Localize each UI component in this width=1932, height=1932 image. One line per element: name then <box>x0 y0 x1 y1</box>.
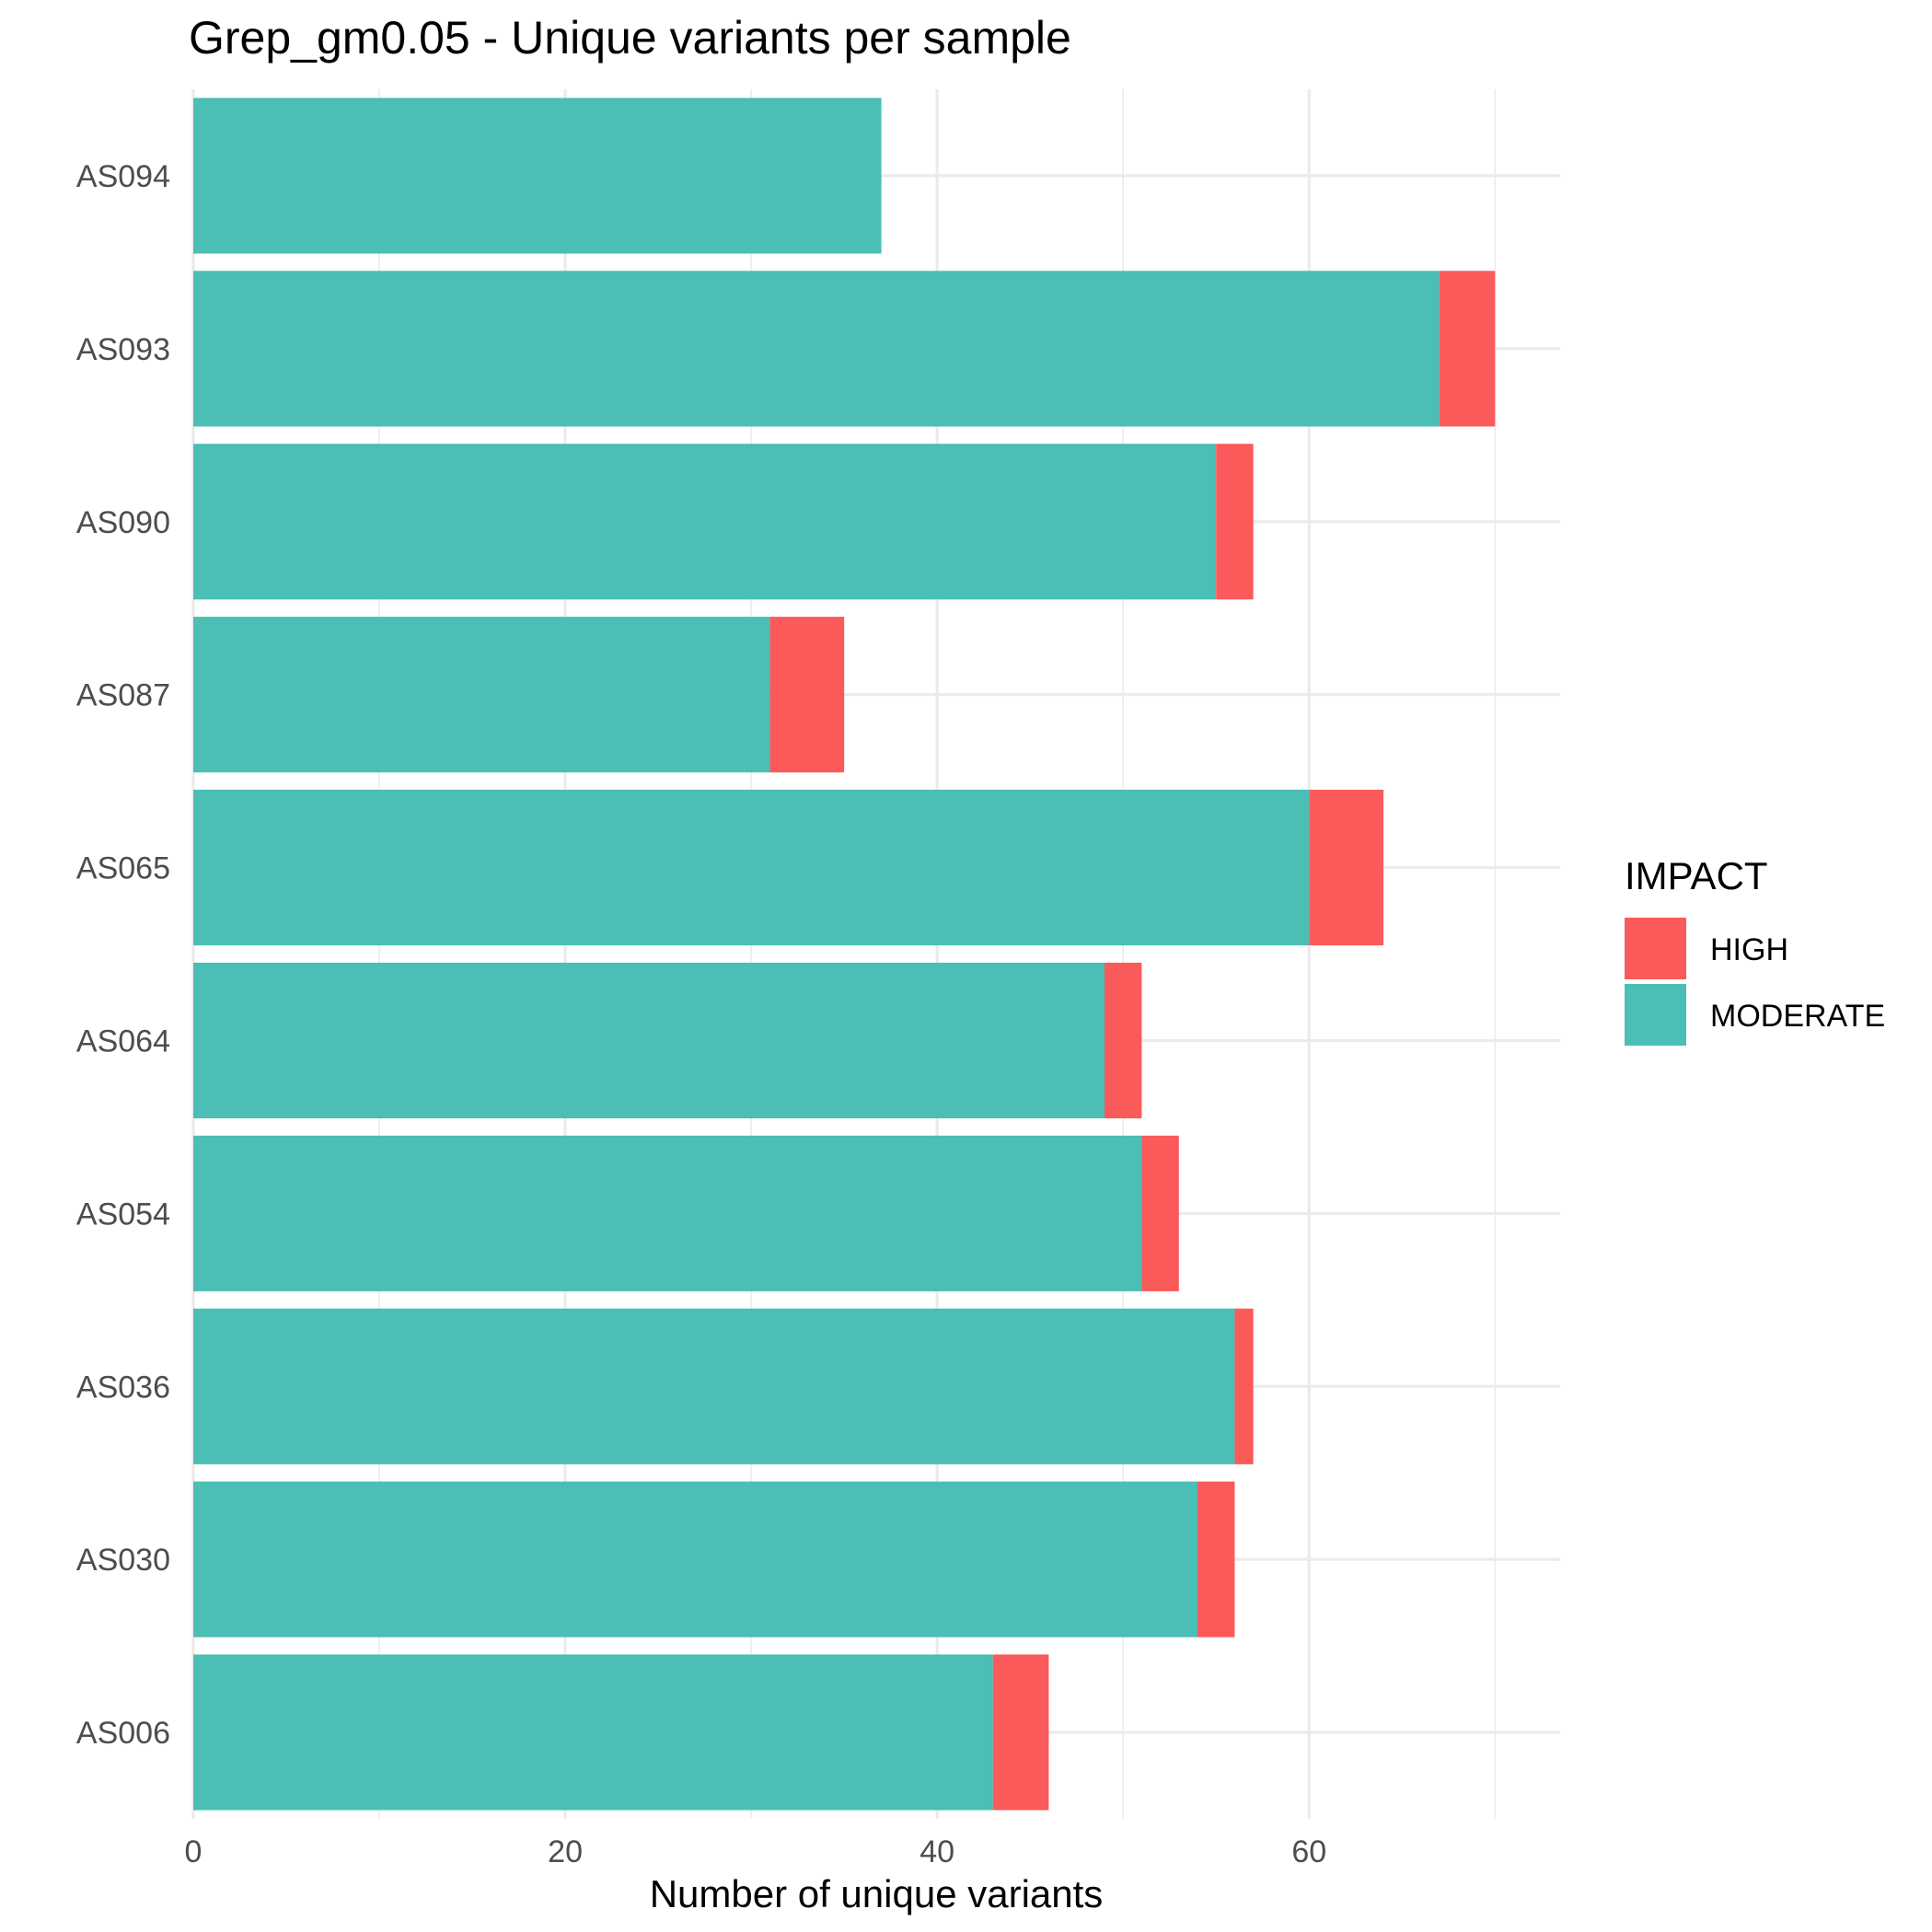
x-axis-title: Number of unique variants <box>650 1872 1104 1915</box>
bar-as087-high <box>769 617 845 773</box>
y-axis-ticks: AS094 AS093 AS090 AS087 AS065 AS064 AS054 AS036… <box>76 159 170 1751</box>
legend-key-high <box>1625 918 1686 979</box>
bar-as006-moderate <box>193 1654 993 1811</box>
legend-label-high: HIGH <box>1710 932 1788 967</box>
x-tick-label: 0 <box>185 1834 202 1869</box>
bar-as065-high <box>1309 789 1384 946</box>
y-tick-label: AS030 <box>76 1543 170 1578</box>
y-tick-label: AS090 <box>76 505 170 540</box>
legend: IMPACT HIGH MODERATE <box>1625 854 1885 1046</box>
y-tick-label: AS087 <box>76 678 170 713</box>
bar-as094-moderate <box>193 98 882 254</box>
bar-as054-high <box>1141 1135 1179 1291</box>
y-tick-label: AS064 <box>76 1024 170 1059</box>
y-tick-label: AS006 <box>76 1716 170 1751</box>
bar-as006-high <box>992 1654 1049 1811</box>
bar-as030-moderate <box>193 1481 1198 1637</box>
y-tick-label: AS036 <box>76 1370 170 1405</box>
bar-as065-moderate <box>193 789 1310 946</box>
bar-as064-moderate <box>193 962 1105 1119</box>
legend-key-moderate <box>1625 984 1686 1046</box>
bar-as093-moderate <box>193 271 1440 427</box>
bar-as090-high <box>1216 444 1254 600</box>
y-tick-label: AS094 <box>76 159 170 194</box>
x-tick-label: 20 <box>548 1834 583 1869</box>
bar-as036-moderate <box>193 1308 1235 1464</box>
legend-label-moderate: MODERATE <box>1710 999 1885 1034</box>
x-axis-ticks: 0 20 40 60 <box>185 1834 1327 1869</box>
y-tick-label: AS093 <box>76 332 170 367</box>
bar-as054-moderate <box>193 1135 1142 1291</box>
bar-as064-high <box>1105 962 1142 1119</box>
x-tick-label: 40 <box>920 1834 954 1869</box>
bar-as087-moderate <box>193 617 770 773</box>
chart-title: Grep_gm0.05 - Unique variants per sample <box>189 12 1071 64</box>
bars <box>193 98 1496 1811</box>
bar-as090-moderate <box>193 444 1217 600</box>
y-tick-label: AS054 <box>76 1197 170 1232</box>
bar-as030-high <box>1197 1481 1235 1637</box>
bar-as093-high <box>1439 271 1496 427</box>
x-tick-label: 60 <box>1291 1834 1326 1869</box>
y-tick-label: AS065 <box>76 851 170 886</box>
legend-title: IMPACT <box>1625 854 1768 897</box>
bar-as036-high <box>1234 1308 1254 1464</box>
